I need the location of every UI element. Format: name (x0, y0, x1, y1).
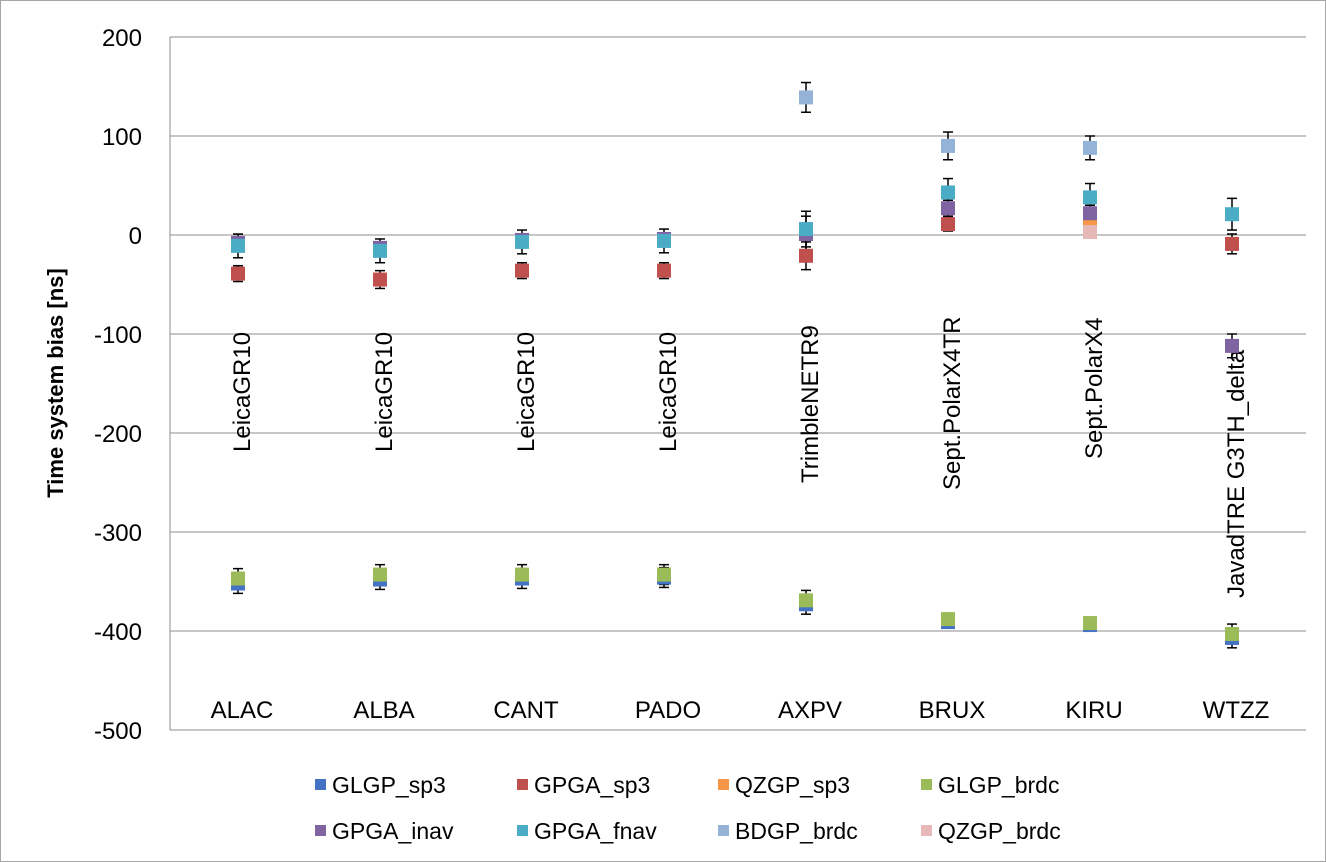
receiver-label: LeicaGR10 (655, 332, 682, 452)
point-GPGA_inav (941, 201, 955, 216)
y-tick-label: 100 (102, 124, 142, 151)
point-BDGP_brdc (799, 90, 813, 105)
legend-swatch (718, 825, 729, 836)
point-GPGA_fnav (373, 243, 387, 258)
point-GLGP_brdc (231, 571, 245, 586)
point-GLGP_brdc (941, 612, 955, 627)
receiver-label: Sept.PolarX4TR (939, 317, 966, 490)
point-GPGA_sp3 (799, 248, 813, 263)
grid-lines (169, 36, 1306, 731)
point-GPGA_sp3 (941, 217, 955, 232)
receiver-label: LeicaGR10 (513, 332, 540, 452)
y-tick-label: -200 (94, 421, 142, 448)
legend-swatch (921, 779, 932, 790)
point-GLGP_brdc (515, 567, 529, 582)
legend-swatch (921, 825, 932, 836)
point-GPGA_sp3 (1225, 236, 1239, 251)
point-GPGA_inav (1083, 206, 1097, 221)
legend-swatch (517, 825, 528, 836)
point-BDGP_brdc (941, 138, 955, 153)
point-GLGP_brdc (799, 593, 813, 608)
y-tick-label: -100 (94, 322, 142, 349)
point-GPGA_sp3 (373, 272, 387, 287)
point-GPGA_fnav (231, 238, 245, 253)
point-QZGP_brdc (1083, 225, 1097, 240)
legend-label: QZGP_sp3 (735, 772, 850, 798)
receiver-label: LeicaGR10 (371, 332, 398, 452)
point-GPGA_fnav (1225, 207, 1239, 222)
y-tick-labels: 200 100 0 -100 -200 -300 -400 -500 (94, 25, 142, 745)
legend-item: GPGA_fnav (517, 818, 657, 844)
category-label: ALBA (353, 697, 414, 724)
point-GPGA_fnav (1083, 190, 1097, 205)
category-labels: ALAC ALBA CANT PADO AXPV BRUX KIRU WTZZ (211, 697, 1270, 724)
point-GPGA_fnav (941, 185, 955, 200)
category-label: AXPV (778, 697, 842, 724)
point-GPGA_sp3 (657, 263, 671, 278)
point-GPGA_sp3 (231, 266, 245, 281)
point-GPGA_fnav (799, 222, 813, 237)
legend-label: BDGP_brdc (735, 818, 858, 844)
legend-label: QZGP_brdc (938, 818, 1061, 844)
legend-item: BDGP_brdc (718, 818, 858, 844)
category-label: BRUX (919, 697, 986, 724)
point-GPGA_fnav (515, 234, 529, 249)
legend-label: GPGA_fnav (534, 818, 657, 844)
legend-label: GLGP_brdc (938, 772, 1059, 798)
legend-item: GPGA_sp3 (517, 772, 650, 798)
receiver-label: Sept.PolarX4 (1081, 318, 1108, 459)
point-GLGP_brdc (657, 567, 671, 582)
legend-item: QZGP_brdc (921, 818, 1061, 844)
point-GLGP_brdc (1225, 626, 1239, 641)
y-tick-label: -400 (94, 619, 142, 646)
category-label: KIRU (1065, 697, 1122, 724)
receiver-label: TrimbleNETR9 (797, 325, 824, 483)
receiver-labels: LeicaGR10 LeicaGR10 LeicaGR10 LeicaGR10 Trim… (229, 317, 1250, 598)
receiver-label: JavadTRE G3TH_delta (1223, 349, 1250, 598)
point-BDGP_brdc (1083, 140, 1097, 155)
category-label: CANT (493, 697, 559, 724)
point-GPGA_sp3 (515, 263, 529, 278)
point-GLGP_brdc (373, 567, 387, 582)
category-label: PADO (635, 697, 701, 724)
point-GPGA_fnav (657, 233, 671, 248)
point-GPGA_inav (1225, 338, 1239, 353)
legend: GLGP_sp3 GPGA_sp3 QZGP_sp3 GLGP_brdc GPGA_in… (315, 772, 1061, 844)
y-tick-label: 0 (129, 223, 142, 250)
legend-swatch (517, 779, 528, 790)
legend-label: GPGA_inav (332, 818, 454, 844)
y-tick-label: -300 (94, 520, 142, 547)
y-tick-label: 200 (102, 25, 142, 52)
y-tick-label: -500 (94, 718, 142, 745)
legend-item: GPGA_inav (315, 818, 454, 844)
legend-label: GPGA_sp3 (534, 772, 650, 798)
legend-item: QZGP_sp3 (718, 772, 850, 798)
legend-item: GLGP_brdc (921, 772, 1059, 798)
legend-swatch (315, 779, 326, 790)
category-label: ALAC (211, 697, 274, 724)
y-axis-title: Time system bias [ns] (43, 268, 68, 497)
legend-label: GLGP_sp3 (332, 772, 446, 798)
receiver-label: LeicaGR10 (229, 332, 256, 452)
category-label: WTZZ (1203, 697, 1270, 724)
point-GLGP_brdc (1083, 616, 1097, 631)
legend-swatch (315, 825, 326, 836)
data-points (231, 90, 1239, 645)
legend-item: GLGP_sp3 (315, 772, 446, 798)
legend-swatch (718, 779, 729, 790)
